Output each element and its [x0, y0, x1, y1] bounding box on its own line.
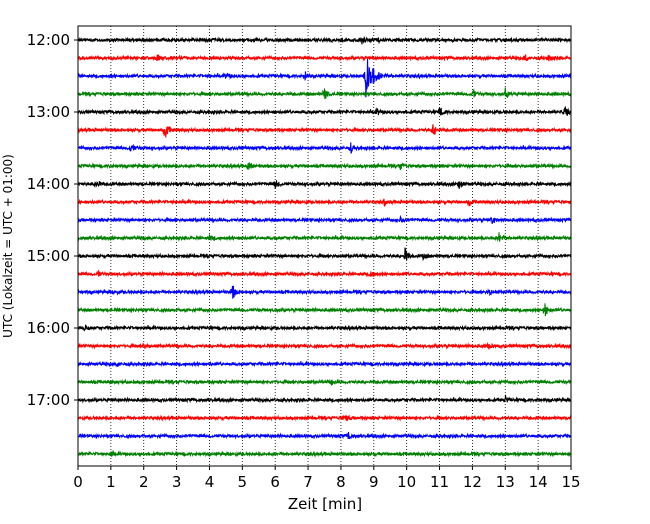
- plot-frame: [77, 25, 572, 467]
- x-tick-label: 11: [430, 473, 449, 491]
- trace-layer: [77, 36, 572, 458]
- trace-1715: [77, 414, 572, 422]
- trace-1245: [77, 87, 572, 100]
- trace-1645: [77, 378, 572, 386]
- y-axis-label: UTC (Lokalzeit = UTC + 01:00): [1, 154, 15, 338]
- trace-1430: [77, 214, 572, 224]
- trace-1445: [77, 232, 572, 242]
- x-axis-label: Zeit [min]: [288, 495, 362, 513]
- trace-1730: [77, 431, 572, 440]
- trace-1700: [77, 394, 572, 404]
- x-tick-label: 12: [463, 473, 482, 491]
- y-tick-label: 13:00: [27, 103, 70, 121]
- x-tick-label: 7: [303, 473, 313, 491]
- trace-1330: [77, 142, 572, 155]
- trace-1615: [77, 341, 572, 351]
- x-tick-label: 10: [397, 473, 416, 491]
- x-tick-label: 8: [336, 473, 346, 491]
- trace-1200: [77, 36, 572, 45]
- x-tick-label: 0: [73, 473, 83, 491]
- x-tick-label: 1: [106, 473, 116, 491]
- x-tick-label: 13: [496, 473, 515, 491]
- tick-layer: 0 1 2 3 4 5 6 7 8 9 10 11 12 13 14 1512:0013:0014:0015:…: [27, 31, 581, 491]
- x-tick-label: 15: [561, 473, 580, 491]
- trace-1230: [77, 58, 572, 98]
- trace-1415: [77, 198, 572, 207]
- trace-1545: [77, 303, 572, 317]
- y-tick-label: 17:00: [27, 391, 70, 409]
- trace-1300: [77, 106, 572, 116]
- trace-1500: [77, 247, 572, 262]
- x-tick-label: 2: [139, 473, 149, 491]
- trace-1630: [77, 360, 572, 368]
- trace-1530: [77, 285, 572, 300]
- y-tick-label: 15:00: [27, 247, 70, 265]
- trace-1400: [77, 180, 572, 189]
- trace-1745: [77, 450, 572, 458]
- y-tick-label: 16:00: [27, 319, 70, 337]
- x-tick-label: 3: [172, 473, 182, 491]
- x-tick-label: 6: [270, 473, 280, 491]
- trace-1215: [77, 54, 572, 62]
- y-tick-label: 14:00: [27, 175, 70, 193]
- y-tick-label: 12:00: [27, 31, 70, 49]
- x-tick-label: 4: [205, 473, 215, 491]
- grid-layer: [110, 26, 539, 466]
- trace-1315: [77, 124, 572, 138]
- trace-1600: [77, 324, 572, 332]
- x-tick-label: 9: [369, 473, 379, 491]
- x-tick-label: 14: [529, 473, 548, 491]
- trace-1345: [77, 162, 572, 171]
- trace-1515: [77, 269, 572, 278]
- x-tick-label: 5: [238, 473, 248, 491]
